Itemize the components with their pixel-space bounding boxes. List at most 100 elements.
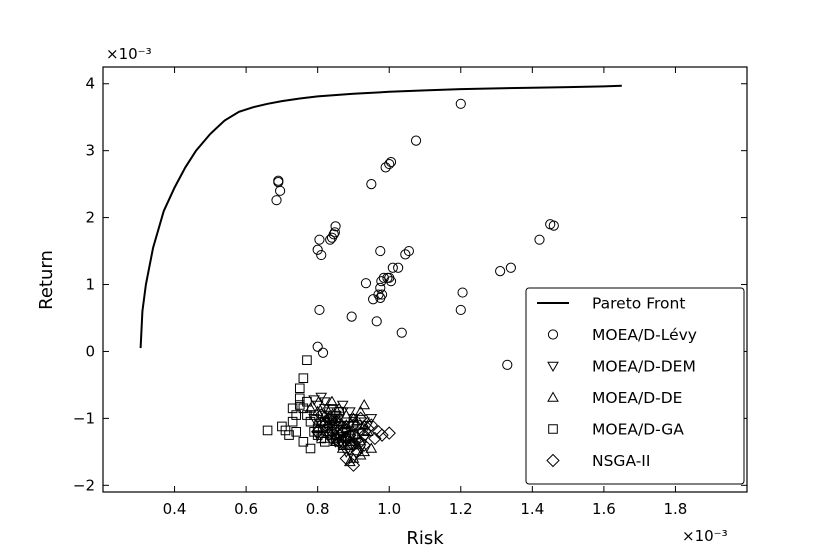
point-moea-d-de <box>361 425 374 437</box>
point-moea-d-l-vy <box>378 272 389 283</box>
point-moea-d-ga <box>287 403 298 414</box>
point-moea-d-ga <box>298 437 309 447</box>
point-moea-d-l-vy <box>375 282 386 293</box>
x-tick-label: 1.2 <box>449 500 473 518</box>
legend-label-moea-d-ga: MOEA/D-GA <box>592 421 684 439</box>
point-moea-d-l-vy <box>396 327 407 338</box>
point-nsga-ii <box>357 428 371 442</box>
legend-swatch-moea-d-de <box>547 391 559 402</box>
point-moea-d-l-vy <box>360 278 372 289</box>
point-moea-d-ga <box>330 433 341 444</box>
point-moea-d-l-vy <box>400 249 411 260</box>
y-axis-label: Return <box>36 250 57 310</box>
point-nsga-ii <box>332 428 346 442</box>
point-moea-d-l-vy <box>346 311 357 322</box>
point-nsga-ii <box>346 418 361 432</box>
point-nsga-ii <box>382 426 396 440</box>
point-nsga-ii <box>353 411 368 426</box>
point-moea-d-l-vy <box>403 245 414 257</box>
legend-swatch-nsga-ii <box>546 453 560 468</box>
point-moea-d-ga <box>316 433 327 444</box>
point-nsga-ii <box>357 438 371 452</box>
legend-label-moea-d-de: MOEA/D-DE <box>592 389 682 407</box>
legend-label-moea-d-l-vy: MOEA/D-Lévy <box>592 326 697 344</box>
point-nsga-ii <box>343 428 357 442</box>
point-nsga-ii <box>318 418 332 432</box>
point-moea-d-l-vy <box>387 262 398 273</box>
point-moea-d-l-vy <box>317 347 329 358</box>
point-moea-d-l-vy <box>534 234 545 245</box>
point-moea-d-dem <box>365 414 378 425</box>
legend-box <box>525 287 745 485</box>
point-moea-d-l-vy <box>271 195 282 206</box>
x-tick-label: 1.8 <box>664 500 688 518</box>
point-nsga-ii <box>325 425 339 439</box>
point-moea-d-ga <box>287 416 298 427</box>
point-moea-d-l-vy <box>275 185 286 196</box>
point-moea-d-ga <box>305 443 316 454</box>
y-tick-label: 4 <box>85 75 95 93</box>
point-nsga-ii <box>350 445 364 459</box>
point-nsga-ii <box>343 441 357 456</box>
point-moea-d-de <box>358 398 371 410</box>
legend-swatch-moea-d-dem <box>547 361 559 373</box>
point-moea-d-dem <box>344 407 356 418</box>
point-nsga-ii <box>375 428 389 442</box>
point-moea-d-l-vy <box>368 294 379 305</box>
point-nsga-ii <box>321 411 336 426</box>
point-moea-d-l-vy <box>380 162 391 173</box>
legend-entries: Pareto Front MOEA/D-Lévy MOEA/D-DEM MOEA/D-… <box>537 295 697 470</box>
point-moea-d-l-vy <box>330 221 341 232</box>
axis-ticks: 0.4 0.6 0.8 1.0 1.2 1.4 1.6 1.8 −2 −1 0 1 2 3 4 <box>73 67 747 518</box>
point-moea-d-l-vy <box>375 292 386 304</box>
point-nsga-ii <box>310 425 325 439</box>
legend: Pareto Front MOEA/D-Lévy MOEA/D-DEM MOEA/D-… <box>525 287 745 485</box>
point-moea-d-ga <box>280 425 291 436</box>
point-moea-d-ga <box>345 433 355 444</box>
point-moea-d-l-vy <box>548 220 559 231</box>
point-moea-d-l-vy <box>316 249 327 261</box>
x-multiplier-label: ×10⁻³ <box>682 527 728 545</box>
point-nsga-ii <box>346 458 361 472</box>
point-nsga-ii <box>332 435 346 449</box>
point-moea-d-l-vy <box>329 227 340 238</box>
point-nsga-ii <box>364 418 379 432</box>
x-tick-label: 1.4 <box>520 500 544 518</box>
point-nsga-ii <box>328 421 343 436</box>
point-moea-d-l-vy <box>457 287 468 298</box>
point-moea-d-l-vy <box>312 341 323 352</box>
y-multiplier-label: ×10⁻³ <box>106 45 152 63</box>
point-moea-d-de <box>326 395 338 406</box>
y-tick-label: 0 <box>85 342 95 360</box>
point-moea-d-l-vy <box>375 245 386 257</box>
point-nsga-ii <box>368 431 382 446</box>
marker-layer <box>262 98 559 472</box>
point-moea-d-l-vy <box>371 316 382 327</box>
point-moea-d-l-vy <box>410 135 422 146</box>
point-nsga-ii <box>325 431 339 446</box>
series-line-pareto-front <box>139 84 622 349</box>
x-axis-label: Risk <box>406 528 444 549</box>
point-moea-d-l-vy <box>314 304 325 316</box>
point-moea-d-ga <box>294 400 305 410</box>
x-tick-label: 1.0 <box>377 500 401 518</box>
legend-label-nsga-ii: NSGA-II <box>592 452 650 470</box>
legend-label-moea-d-dem: MOEA/D-DEM <box>592 358 696 376</box>
point-nsga-ii <box>336 425 350 439</box>
point-nsga-ii <box>361 421 375 436</box>
point-moea-d-ga <box>291 410 301 420</box>
point-moea-d-de <box>365 442 378 453</box>
point-moea-d-l-vy <box>502 359 513 370</box>
point-moea-d-l-vy <box>385 156 397 168</box>
point-moea-d-dem <box>318 404 331 415</box>
point-moea-d-l-vy <box>326 232 338 243</box>
legend-swatch-moea-d-l-vy <box>547 329 559 340</box>
point-moea-d-ga <box>302 396 312 407</box>
legend-swatch-moea-d-ga <box>548 424 558 434</box>
y-tick-label: 3 <box>85 142 95 160</box>
point-moea-d-l-vy <box>455 304 466 316</box>
point-moea-d-de <box>344 455 356 467</box>
point-nsga-ii <box>314 408 328 422</box>
y-tick-label: −1 <box>73 409 95 427</box>
